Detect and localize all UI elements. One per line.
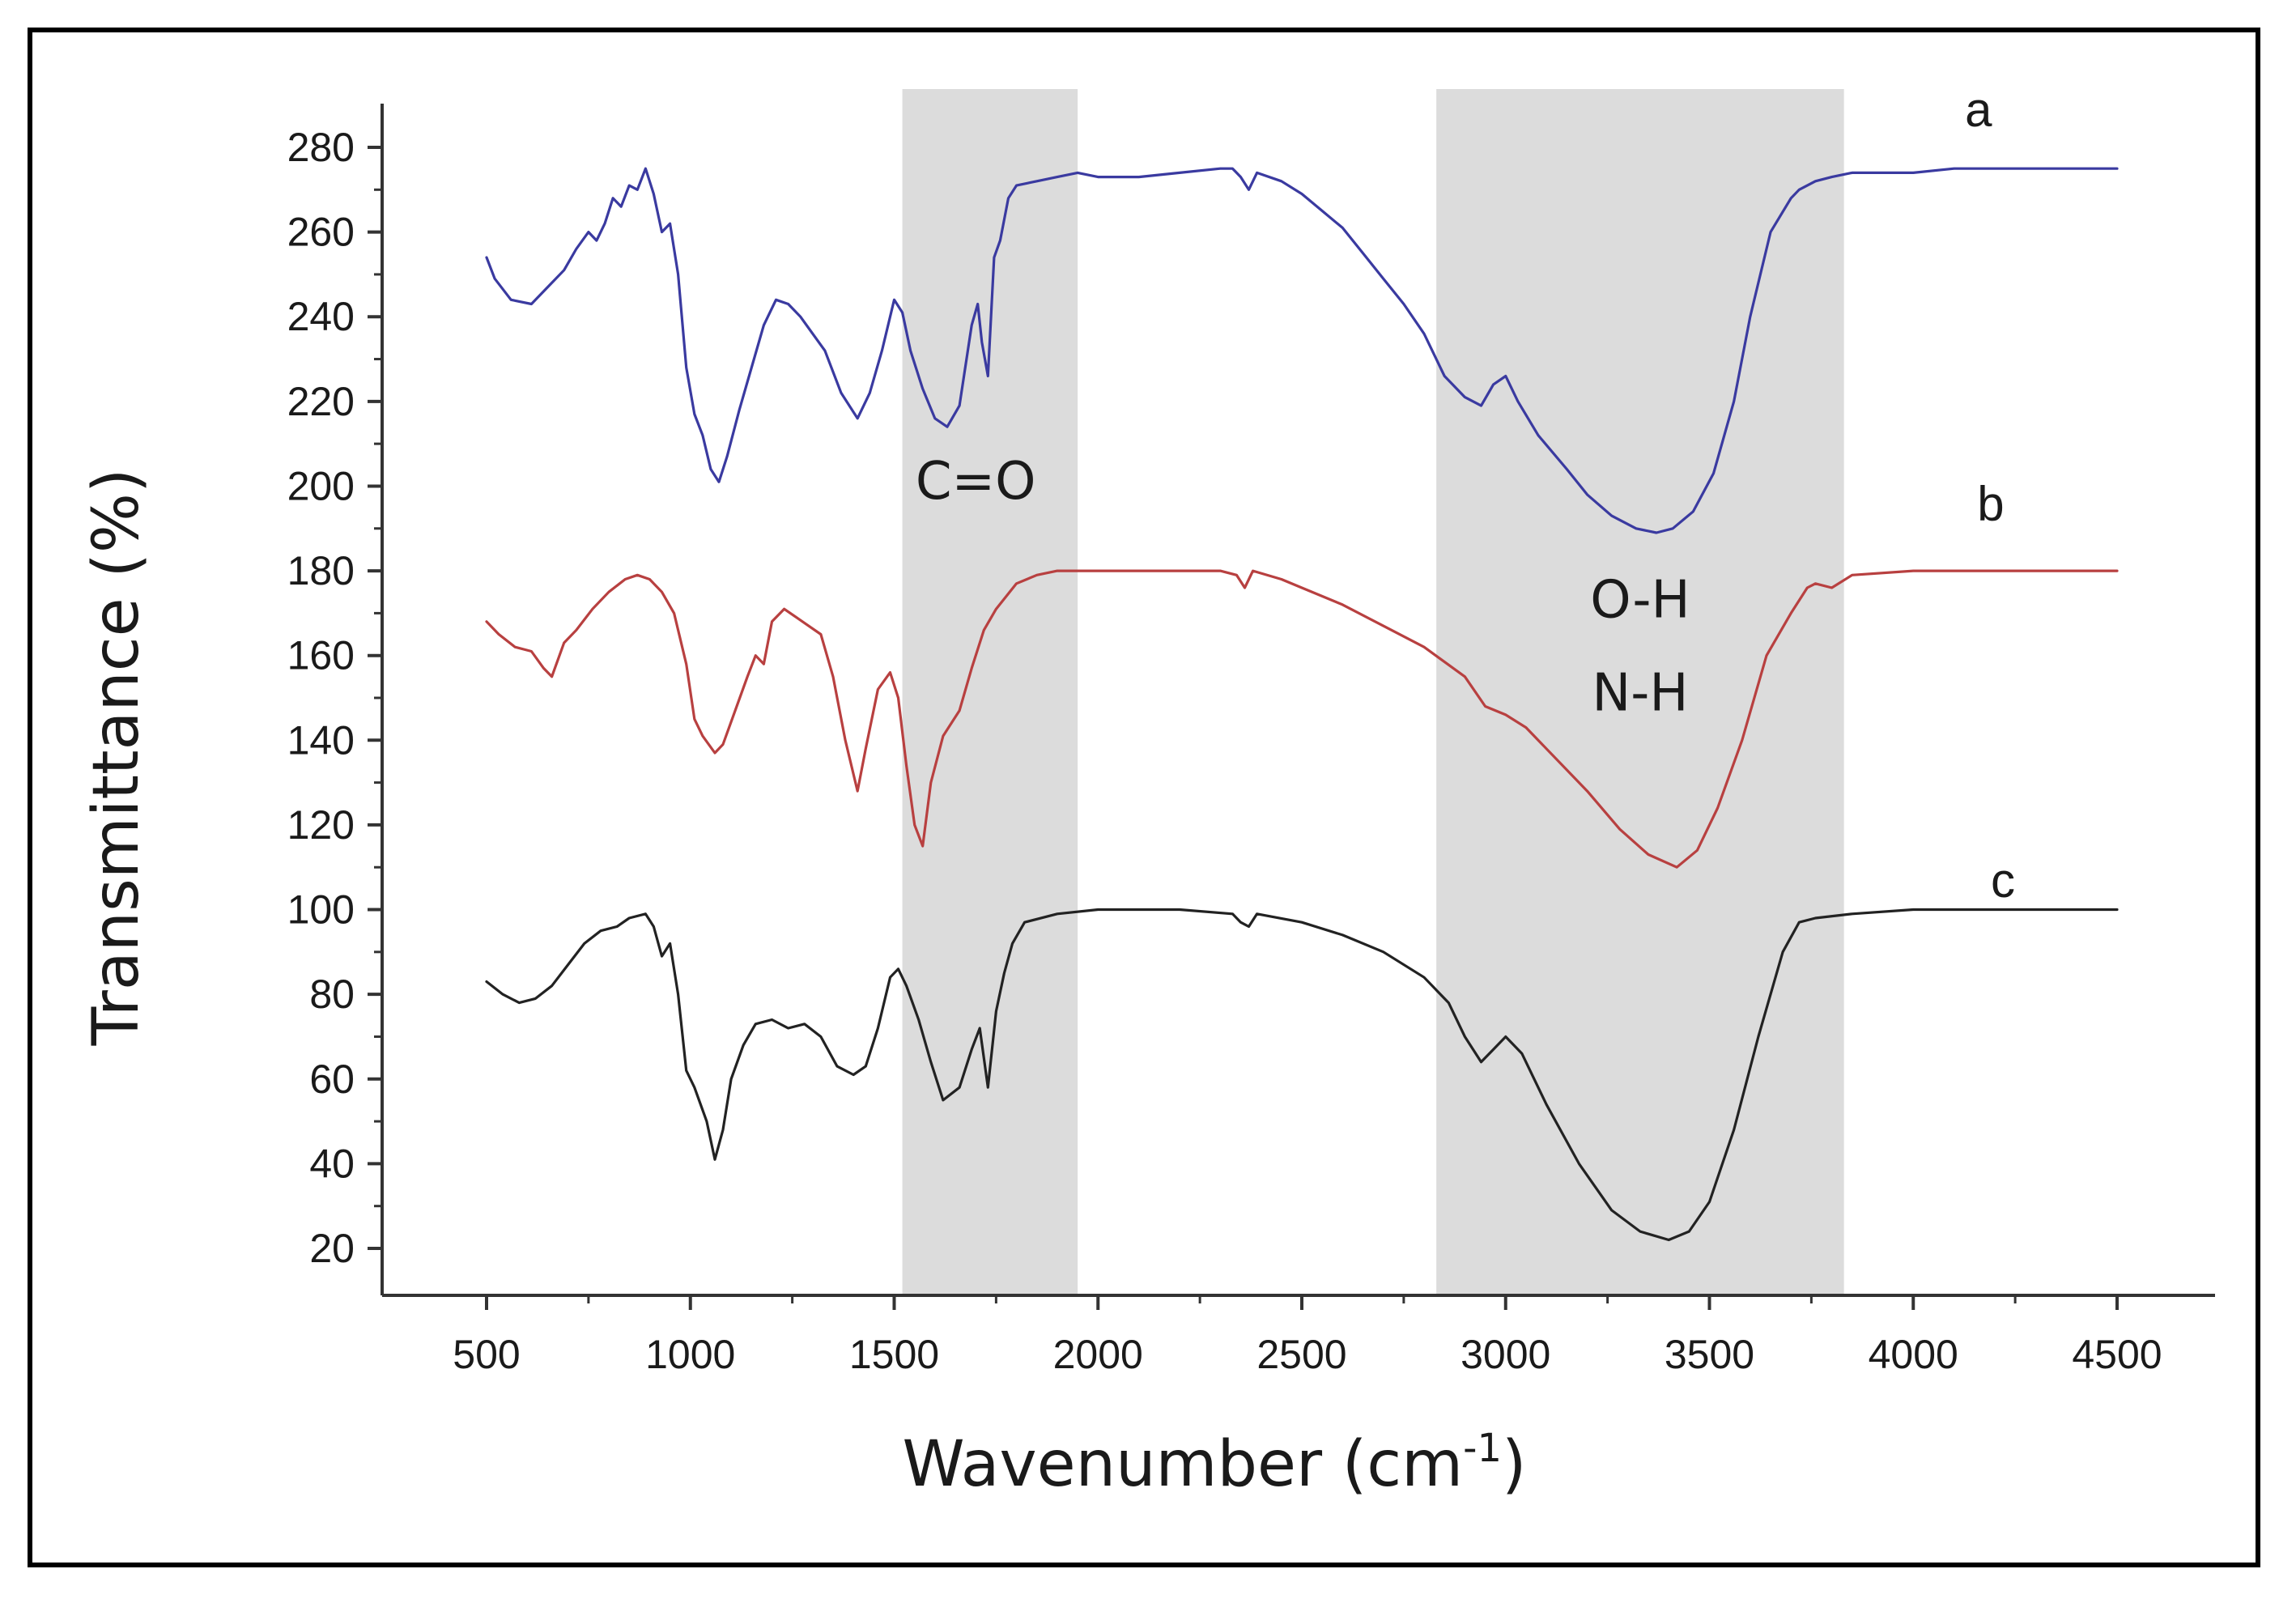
y-tick-label: 180: [287, 548, 355, 593]
x-tick-label: 4500: [2072, 1332, 2162, 1377]
y-tick-label: 80: [309, 972, 355, 1017]
series-line-c: [485, 908, 2119, 1242]
y-tick-label: 280: [287, 125, 355, 170]
y-tick-label: 100: [287, 887, 355, 933]
y-tick-label: 60: [309, 1057, 355, 1102]
y-axis-title: Transmittance (%): [80, 469, 153, 1047]
series-line-a: [485, 167, 2119, 534]
y-tick-label: 40: [309, 1141, 355, 1186]
x-tick-label: 4000: [1869, 1332, 1958, 1377]
x-tick-label: 2500: [1256, 1332, 1346, 1377]
annotation-label: O-H: [1590, 571, 1690, 631]
series-label-c: c: [1991, 853, 2015, 908]
x-axis-title-main: Wavenumber (cm: [903, 1428, 1464, 1501]
x-tick-label: 2000: [1053, 1332, 1143, 1377]
y-tick-label: 140: [287, 717, 355, 763]
series-lines: [485, 167, 2119, 1242]
x-tick-label: 3000: [1461, 1332, 1550, 1377]
y-tick-label: 260: [287, 210, 355, 255]
y-tick-label: 220: [287, 379, 355, 424]
y-tick-label: 160: [287, 633, 355, 678]
shaded-region-2: [1436, 89, 1844, 1295]
y-tick-label: 240: [287, 294, 355, 339]
series-line-b: [485, 569, 2119, 869]
x-tick-label: 3500: [1665, 1332, 1754, 1377]
annotation-label: N-H: [1592, 664, 1688, 724]
x-tick-label: 500: [453, 1332, 520, 1377]
annotations: a b c C=O O-H N-H: [916, 83, 2015, 908]
y-tick-label: 200: [287, 463, 355, 508]
x-axis-title-close: ): [1502, 1428, 1526, 1501]
series-label-a: a: [1965, 83, 1992, 137]
series-label-b: b: [1977, 476, 2004, 530]
shaded-regions: [902, 89, 1844, 1295]
x-axis-title-sup: -1: [1463, 1426, 1502, 1471]
ticks: 500 1000 1500 2000 2500 3000 3500 4000 4500 20 40 6…: [287, 125, 2162, 1377]
x-tick-label: 1500: [849, 1332, 939, 1377]
shaded-region-1: [902, 89, 1078, 1295]
y-tick-label: 20: [309, 1226, 355, 1271]
x-axis-title: Wavenumber (cm-1): [903, 1426, 1527, 1501]
axes: [381, 104, 2215, 1297]
y-tick-label: 120: [287, 802, 355, 848]
annotation-label: C=O: [916, 452, 1036, 512]
figure-frame: [28, 28, 2260, 1567]
x-tick-label: 1000: [645, 1332, 735, 1377]
